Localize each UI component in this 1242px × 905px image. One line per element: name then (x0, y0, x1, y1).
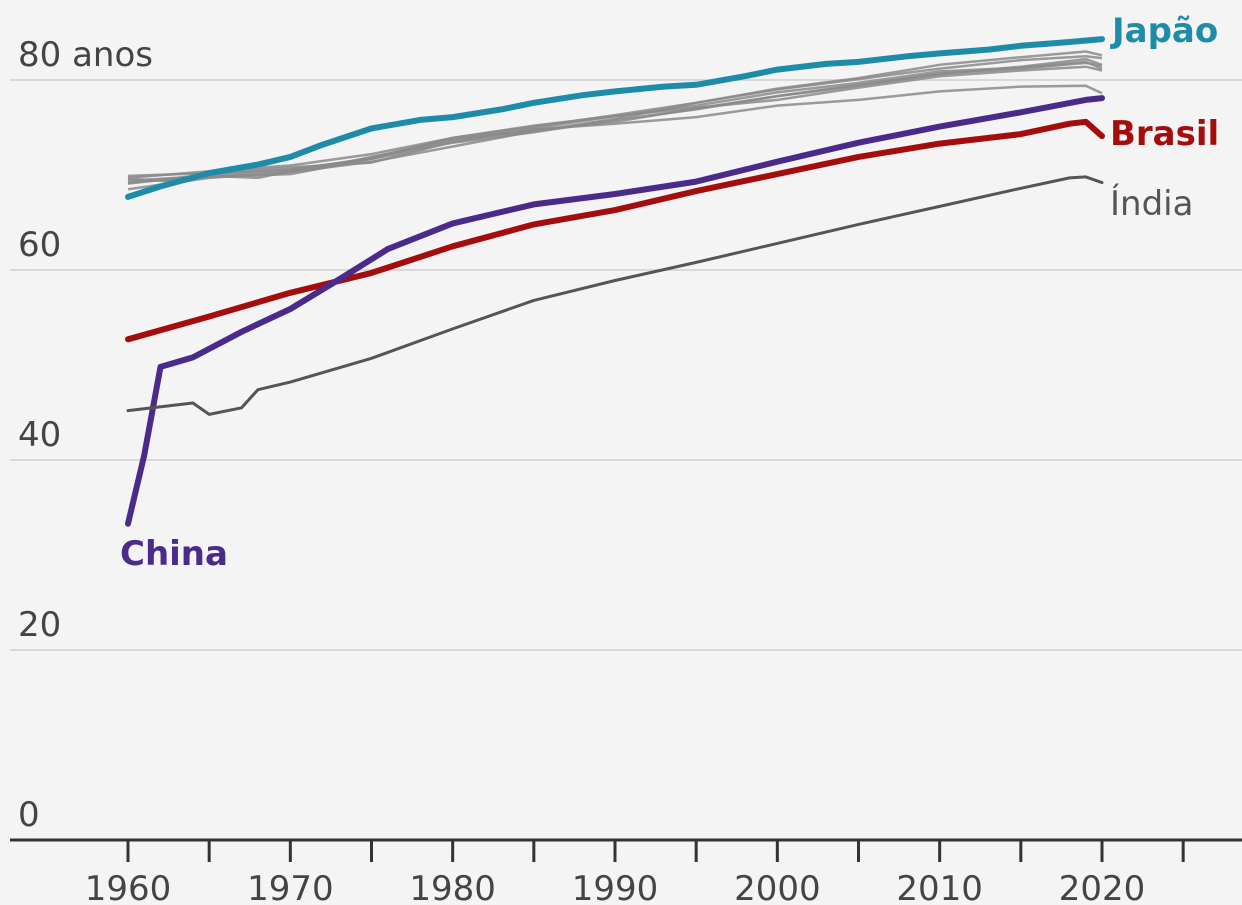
brasil-line (125, 118, 1105, 343)
y-tick-label-0: 0 (18, 795, 40, 835)
japao-line (125, 36, 1105, 200)
x-tick-label-2010: 2010 (896, 869, 983, 905)
china-label: China (120, 534, 228, 574)
x-tick-label-2000: 2000 (734, 869, 821, 905)
background-country-lines (127, 50, 1103, 191)
x-tick-label-1980: 1980 (409, 869, 496, 905)
y-tick-label-80: 80 anos (18, 35, 153, 75)
highlighted-country-lines (125, 36, 1105, 527)
china-line (125, 95, 1105, 527)
brasil-label: Brasil (1110, 114, 1219, 154)
y-tick-label-40: 40 (18, 415, 61, 455)
y-axis-tick-labels: 0 20 40 60 80 anos (18, 35, 153, 835)
y-tick-label-20: 20 (18, 605, 61, 645)
india-line (126, 175, 1104, 416)
x-axis-tick-labels: 1960 1970 1980 1990 2000 2010 2020 (85, 869, 1146, 905)
background-series-line-4 (127, 55, 1103, 180)
gridlines (10, 79, 1242, 651)
x-tick-label-1990: 1990 (572, 869, 659, 905)
x-tick-label-1970: 1970 (247, 869, 334, 905)
x-tick-label-2020: 2020 (1059, 869, 1146, 905)
x-axis-ticks (126, 840, 1185, 862)
india-label: Índia (1110, 183, 1193, 224)
x-tick-label-1960: 1960 (85, 869, 172, 905)
series-labels: Japão Brasil China Índia (120, 11, 1219, 574)
y-tick-label-60: 60 (18, 225, 61, 265)
background-series-line-7 (127, 60, 1103, 183)
japao-label: Japão (1110, 11, 1218, 51)
